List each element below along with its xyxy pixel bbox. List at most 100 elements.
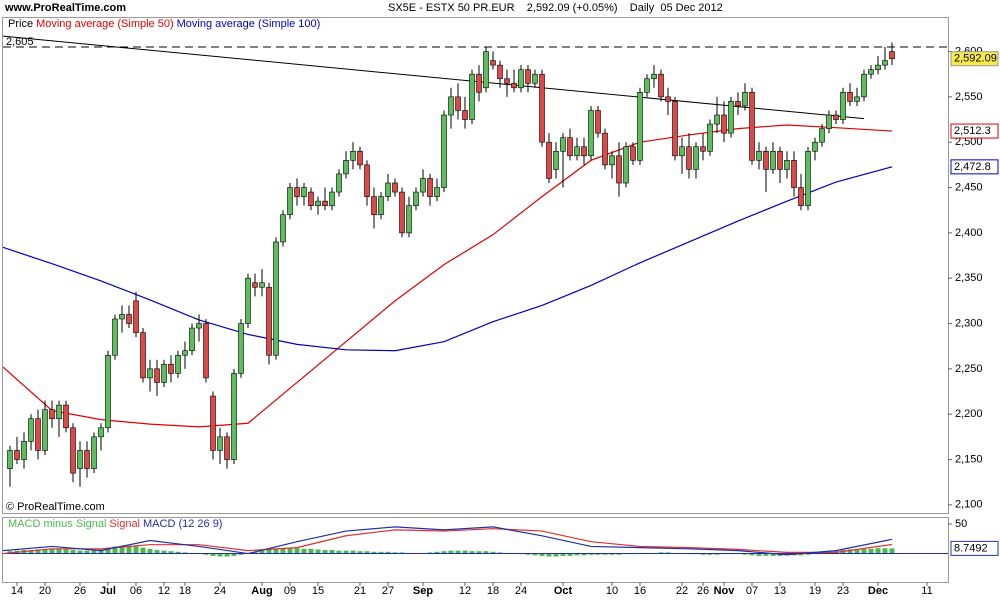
value-label: 2,512.3	[954, 125, 991, 137]
chart-title: SX5E - ESTX 50 PR.EUR 2,592.09 (+0.05%) …	[388, 2, 723, 14]
candle-body	[560, 137, 566, 152]
x-tick-label: 20	[39, 585, 51, 597]
candle-body	[308, 191, 314, 206]
y-tick-label: 2,450	[955, 181, 983, 193]
y-tick-label: 2,350	[955, 272, 983, 284]
histogram-bar	[462, 550, 468, 554]
candle-body	[847, 92, 853, 102]
candle-body	[343, 160, 349, 175]
histogram-bar	[343, 550, 349, 554]
histogram-bar	[581, 553, 587, 556]
histogram-bar	[238, 553, 244, 555]
candle-body	[245, 277, 251, 324]
candle-body	[518, 69, 524, 89]
histogram-bar	[175, 551, 181, 554]
histogram-bar	[469, 551, 475, 554]
histogram-bar	[567, 553, 573, 556]
candle-body	[868, 69, 874, 75]
value-label: 2,592.09	[954, 53, 997, 65]
y-tick-label: 2,200	[955, 408, 983, 420]
candle-body	[763, 150, 769, 170]
candle-body	[322, 200, 328, 206]
candle-body	[336, 173, 342, 193]
histogram-bar	[889, 548, 895, 554]
histogram-bar	[336, 550, 342, 554]
histogram-bar	[35, 549, 41, 554]
histogram-bar	[91, 550, 97, 554]
candle-body	[259, 282, 265, 288]
histogram-bar	[147, 548, 153, 554]
histogram-bar	[700, 553, 706, 555]
value-label-box	[950, 51, 999, 67]
candle-body	[742, 92, 748, 107]
histogram-bar	[427, 552, 433, 554]
histogram-bar	[119, 545, 125, 554]
histogram-bar	[532, 553, 538, 556]
candle-body	[630, 146, 636, 161]
histogram-bar	[546, 553, 552, 557]
candle-body	[266, 286, 272, 356]
histogram-bar	[588, 553, 594, 555]
candle-body	[455, 96, 461, 111]
candle-body	[294, 187, 300, 197]
candle-body	[770, 150, 776, 170]
histogram-bar	[217, 553, 223, 557]
histogram-bar	[854, 549, 860, 554]
candle-body	[350, 150, 356, 161]
histogram-bar	[154, 550, 160, 554]
histogram-bar	[497, 552, 503, 554]
histogram-bar	[602, 553, 608, 555]
candle-body	[420, 178, 426, 193]
site-name: www.ProRealTime.com	[4, 2, 126, 14]
histogram-bar	[763, 553, 769, 556]
candle-body	[448, 96, 454, 116]
histogram-bar	[882, 548, 888, 554]
candle-body	[693, 146, 699, 170]
histogram-bar	[448, 550, 454, 554]
histogram-bar	[252, 551, 258, 554]
candle-body	[504, 78, 510, 84]
x-tick-label: 18	[487, 585, 499, 597]
candle-body	[553, 150, 559, 170]
y-tick-label: 2,150	[955, 453, 983, 465]
candle-body	[252, 282, 258, 288]
histogram-bar	[847, 549, 853, 554]
histogram-bar	[84, 550, 90, 554]
histogram-bar	[203, 553, 209, 555]
candle-body	[126, 314, 132, 324]
watermark: © ProRealTime.com	[6, 501, 105, 513]
value-label: 8.7492	[954, 542, 988, 554]
candle-body	[679, 146, 685, 157]
histogram-bar	[553, 553, 559, 557]
histogram-bar	[273, 548, 279, 554]
candle-body	[280, 214, 286, 243]
candle-body	[378, 196, 384, 216]
candle-body	[532, 73, 538, 84]
histogram-bar	[392, 552, 398, 554]
candle-body	[364, 164, 370, 197]
histogram-bar	[455, 550, 461, 554]
candle-body	[161, 364, 167, 383]
candle-body	[371, 196, 377, 216]
x-tick-label: Nov	[714, 585, 736, 597]
x-tick-label: 11	[921, 585, 932, 597]
histogram-bar	[595, 553, 601, 555]
candle-body	[602, 132, 608, 166]
x-tick-label: 10	[606, 585, 618, 597]
histogram-bar	[259, 550, 265, 554]
candle-body	[511, 82, 517, 89]
x-tick-label: Oct	[554, 585, 573, 597]
candle-body	[168, 364, 174, 374]
x-tick-label: 06	[130, 585, 142, 597]
y-tick-label: 2,300	[955, 317, 983, 329]
histogram-bar	[609, 553, 615, 555]
histogram-bar	[140, 547, 146, 554]
macd-panel	[2, 517, 949, 583]
candle-body	[497, 64, 503, 80]
y-tick-label: 2,400	[955, 227, 983, 239]
candle-body	[672, 101, 678, 157]
candle-body	[700, 146, 706, 152]
candle-body	[539, 73, 545, 143]
horizontal-line-label: 2,605	[6, 36, 34, 48]
